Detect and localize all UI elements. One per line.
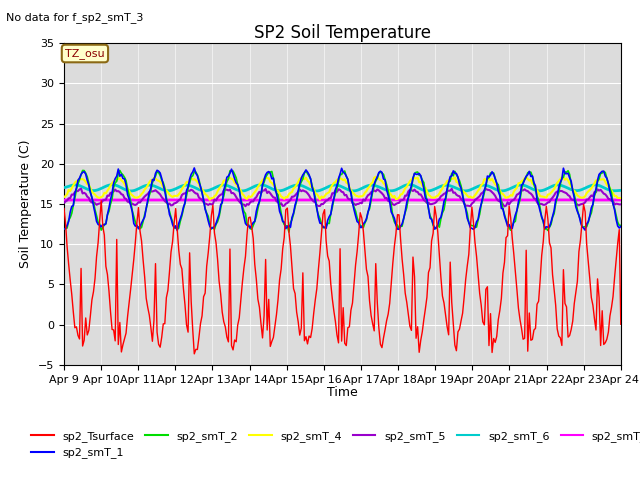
- sp2_smT_7: [129, 197, 136, 203]
- Title: SP2 Soil Temperature: SP2 Soil Temperature: [254, 24, 431, 42]
- sp2_smT_5: [246, 200, 254, 205]
- sp2_smT_4: [589, 183, 596, 189]
- sp2_smT_1: [229, 171, 237, 177]
- Text: TZ_osu: TZ_osu: [65, 48, 105, 59]
- sp2_smT_1: [129, 209, 136, 215]
- sp2_smT_4: [617, 195, 625, 201]
- sp2_smT_4: [305, 179, 313, 185]
- sp2_smT_4: [255, 182, 263, 188]
- sp2_Tsurface: [248, 224, 255, 229]
- sp2_smT_7: [228, 197, 236, 203]
- sp2_Tsurface: [60, 205, 68, 211]
- sp2_smT_7: [307, 197, 314, 203]
- sp2_smT_5: [228, 190, 236, 196]
- sp2_smT_4: [228, 176, 236, 181]
- sp2_smT_7: [617, 197, 625, 203]
- Line: sp2_smT_1: sp2_smT_1: [64, 168, 621, 230]
- sp2_smT_4: [206, 197, 214, 203]
- sp2_smT_6: [226, 184, 234, 190]
- sp2_smT_1: [191, 165, 198, 171]
- sp2_smT_2: [130, 214, 138, 219]
- Line: sp2_smT_4: sp2_smT_4: [64, 177, 621, 200]
- sp2_smT_5: [77, 186, 85, 192]
- sp2_smT_7: [266, 197, 274, 203]
- sp2_smT_6: [60, 185, 68, 191]
- sp2_smT_4: [60, 194, 68, 200]
- sp2_smT_2: [246, 226, 254, 231]
- X-axis label: Time: Time: [327, 386, 358, 399]
- sp2_Tsurface: [97, 198, 105, 204]
- sp2_smT_4: [246, 194, 254, 200]
- sp2_smT_6: [406, 182, 413, 188]
- Line: sp2_Tsurface: sp2_Tsurface: [64, 201, 621, 354]
- sp2_smT_5: [589, 193, 596, 199]
- sp2_smT_6: [617, 188, 625, 193]
- sp2_smT_2: [589, 202, 596, 208]
- sp2_smT_2: [617, 223, 625, 228]
- sp2_smT_2: [79, 168, 86, 173]
- sp2_Tsurface: [617, 322, 625, 327]
- sp2_smT_1: [257, 192, 265, 197]
- sp2_smT_7: [255, 197, 263, 203]
- sp2_Tsurface: [589, 302, 596, 308]
- Line: sp2_smT_2: sp2_smT_2: [64, 170, 621, 232]
- Text: No data for f_sp2_smT_3: No data for f_sp2_smT_3: [6, 12, 144, 23]
- sp2_smT_5: [305, 192, 313, 198]
- sp2_smT_6: [244, 186, 252, 192]
- sp2_smT_5: [255, 189, 263, 195]
- sp2_Tsurface: [257, 321, 265, 326]
- sp2_Tsurface: [307, 335, 314, 340]
- sp2_smT_1: [60, 226, 68, 232]
- sp2_smT_1: [307, 176, 314, 182]
- sp2_smT_7: [200, 197, 207, 203]
- Legend: sp2_Tsurface, sp2_smT_1, sp2_smT_2, sp2_smT_4, sp2_smT_5, sp2_smT_6, sp2_smT_7: sp2_Tsurface, sp2_smT_1, sp2_smT_2, sp2_…: [27, 427, 640, 463]
- sp2_smT_7: [589, 197, 596, 203]
- sp2_smT_6: [254, 182, 262, 188]
- sp2_smT_6: [303, 185, 311, 191]
- sp2_smT_4: [129, 192, 136, 198]
- sp2_smT_5: [130, 202, 138, 207]
- sp2_smT_4: [372, 174, 380, 180]
- sp2_smT_6: [129, 188, 136, 194]
- sp2_smT_5: [500, 204, 508, 209]
- Line: sp2_smT_5: sp2_smT_5: [64, 189, 621, 206]
- sp2_smT_2: [285, 229, 292, 235]
- sp2_smT_7: [246, 197, 254, 203]
- sp2_smT_5: [617, 202, 625, 207]
- sp2_Tsurface: [191, 351, 198, 357]
- sp2_smT_2: [228, 168, 236, 174]
- sp2_smT_1: [589, 201, 596, 207]
- sp2_smT_1: [248, 222, 255, 228]
- sp2_Tsurface: [130, 256, 138, 262]
- sp2_smT_1: [173, 228, 181, 233]
- Y-axis label: Soil Temperature (C): Soil Temperature (C): [19, 140, 33, 268]
- sp2_smT_2: [255, 199, 263, 204]
- sp2_smT_5: [60, 200, 68, 205]
- sp2_Tsurface: [229, 347, 237, 353]
- sp2_smT_6: [312, 188, 319, 194]
- sp2_smT_1: [617, 224, 625, 229]
- sp2_smT_7: [60, 197, 68, 203]
- Line: sp2_smT_6: sp2_smT_6: [64, 185, 621, 191]
- sp2_smT_2: [307, 176, 314, 182]
- sp2_smT_2: [60, 226, 68, 232]
- sp2_smT_6: [589, 182, 596, 188]
